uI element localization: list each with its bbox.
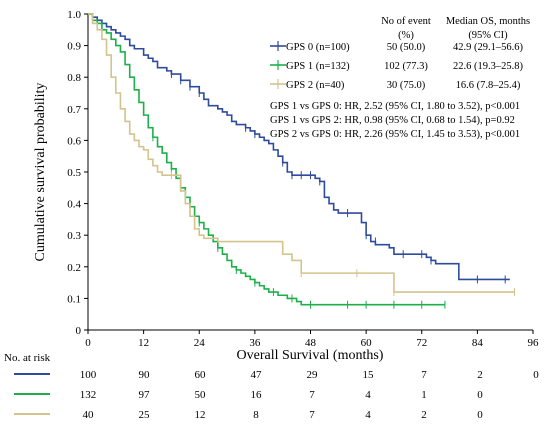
y-tick-label: 1.0 [67,9,81,21]
x-tick-label: 96 [528,337,540,349]
y-tick-label: 0.5 [67,167,81,179]
risk-value: 50 [195,389,207,401]
risk-value: 90 [139,369,151,381]
x-axis-label: Overall Survival (months) [237,348,384,363]
legend-series-name: GPS 1 (n=132) [286,61,350,72]
risk-value: 16 [251,389,263,401]
series-line-0 [88,13,510,281]
risk-value: 0 [533,369,539,381]
legend-header-events: (%) [398,30,414,41]
risk-value: 100 [80,369,97,381]
risk-value: 0 [477,389,483,401]
x-tick-label: 60 [361,337,373,349]
x-tick-label: 72 [416,337,427,349]
stats-line: GPS 1 vs GPS 0: HR, 2.52 (95% CI, 1.80 t… [270,101,520,112]
y-tick-label: 0.7 [67,104,81,116]
y-tick-label: 0.8 [67,72,81,84]
legend-header-os: Median OS, months [446,16,530,27]
stats-line: GPS 2 vs GPS 0: HR, 2.26 (95% CI, 1.45 t… [270,129,520,140]
risk-value: 1 [421,389,427,401]
y-tick-label: 0.2 [67,262,81,274]
risk-value: 47 [251,369,263,381]
risk-value: 97 [139,389,151,401]
risk-value: 0 [477,409,483,421]
legend-series-name: GPS 2 (n=40) [286,80,345,91]
legend-events-value: 50 (50.0) [387,42,426,53]
risk-table-title: No. at risk [4,352,51,364]
risk-value: 4 [365,409,371,421]
y-axis-label: Cumulative survival probability [33,83,48,262]
stats-line: GPS 1 vs GPS 2: HR, 0.98 (95% CI, 0.68 t… [270,115,515,126]
legend-events-value: 30 (75.0) [387,80,426,91]
series-line-1 [88,13,445,306]
risk-value: 7 [309,409,315,421]
risk-value: 15 [363,369,375,381]
x-tick-label: 84 [472,337,484,349]
legend-os-value: 22.6 (19.3–25.8) [453,61,523,72]
legend-header-os: (95% CI) [468,30,508,41]
risk-value: 7 [421,369,427,381]
x-tick-label: 36 [249,337,261,349]
risk-value: 2 [477,369,483,381]
risk-value: 132 [80,389,97,401]
risk-value: 25 [139,409,151,421]
legend: No of event (%) Median OS, months (95% CI) G… [270,16,530,91]
x-tick-label: 12 [138,337,149,349]
risk-value: 60 [195,369,207,381]
risk-value: 8 [253,409,259,421]
legend-header-events: No of event [381,16,431,27]
series-line-2 [88,13,515,293]
legend-os-value: 16.6 (7.8–25.4) [456,80,521,91]
y-tick-label: 0.3 [67,230,81,242]
y-tick-label: 0.4 [67,199,81,211]
y-tick-label: 0 [76,325,82,337]
y-tick-label: 0.1 [67,293,81,305]
legend-events-value: 102 (77.3) [384,61,428,72]
legend-series-name: GPS 0 (n=100) [286,42,350,53]
risk-value: 12 [195,409,206,421]
series-group [88,13,515,309]
x-tick-label: 0 [85,337,91,349]
y-tick-label: 0.9 [67,41,81,53]
axes: 0 0.1 0.2 0.3 0.4 0.5 0.6 0.7 0.8 0.9 1.0 0 12 24 36 48… [33,9,539,363]
risk-value: 40 [83,409,95,421]
risk-value: 4 [365,389,371,401]
legend-os-value: 42.9 (29.1–56.6) [453,42,523,53]
risk-value: 29 [307,369,319,381]
y-tick-label: 0.6 [67,135,81,147]
stats-annotations: GPS 1 vs GPS 0: HR, 2.52 (95% CI, 1.80 t… [270,101,520,140]
risk-value: 2 [421,409,427,421]
x-tick-label: 24 [194,337,206,349]
risk-value: 7 [309,389,315,401]
x-tick-label: 48 [305,337,317,349]
